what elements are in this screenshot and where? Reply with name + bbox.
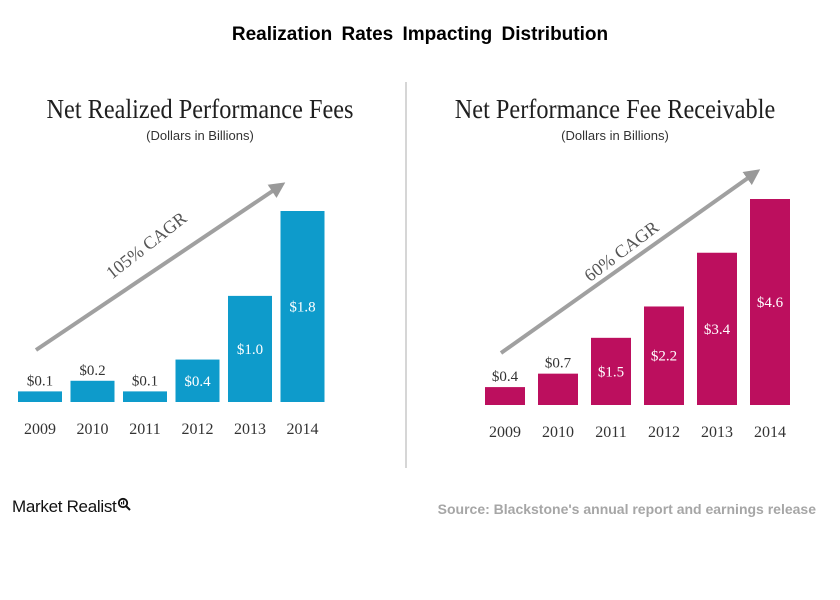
- data-label: $0.1: [27, 373, 53, 389]
- data-label: $4.6: [757, 295, 784, 311]
- panel-divider: [405, 82, 407, 468]
- chart-title: Net Performance Fee Receivable: [454, 94, 776, 124]
- x-tick-label: 2009: [489, 424, 521, 441]
- chart-panel-realized-fees: Net Realized Performance Fees (Dollars i…: [0, 88, 400, 448]
- bar-2014: [750, 199, 790, 405]
- data-label: $1.0: [237, 342, 263, 358]
- cagr-arrow: [34, 182, 286, 352]
- cagr-annotation: 60% CAGR: [580, 217, 662, 286]
- cagr-arrow: [499, 169, 761, 355]
- bar-2012: [644, 306, 684, 405]
- page-title: Realization Rates Impacting Distribution: [231, 24, 609, 45]
- bar-2013: [228, 295, 272, 402]
- x-tick-label: 2014: [754, 424, 786, 441]
- x-tick-label: 2011: [595, 424, 626, 441]
- data-label: $1.8: [289, 300, 315, 316]
- bar-chart-realized-fees: 105% CAGR $0.1 2009 $0.2 2010 $0.1 2011 $0.4 201…: [18, 182, 325, 438]
- bar-2009: [18, 391, 62, 402]
- magnifier-icon: [118, 497, 132, 511]
- market-realist-logo: Market Realist: [12, 497, 132, 517]
- bar-2011: [123, 391, 167, 402]
- x-tick-label: 2012: [182, 421, 214, 438]
- bar-2010: [70, 380, 115, 402]
- bar-chart-fee-receivable: 60% CAGR $0.4 2009 $0.7 2010 $1.5 2011 $2.2 2012…: [485, 169, 790, 441]
- bar-2014: [280, 211, 325, 402]
- bar-2010: [538, 373, 578, 405]
- x-tick-label: 2009: [24, 421, 56, 438]
- chart-subtitle: (Dollars in Billions): [146, 128, 254, 143]
- x-tick-label: 2010: [77, 421, 109, 438]
- chart-subtitle: (Dollars in Billions): [561, 128, 669, 143]
- logo-text: Market Realist: [12, 497, 117, 516]
- cagr-annotation: 105% CAGR: [102, 208, 190, 283]
- data-label: $1.5: [598, 364, 624, 380]
- data-label: $2.2: [651, 349, 677, 365]
- bar-2012: [175, 359, 220, 402]
- data-label: $0.4: [184, 374, 211, 390]
- data-label: $3.4: [704, 322, 731, 338]
- data-label: $0.2: [79, 363, 105, 379]
- data-label: $0.4: [492, 369, 519, 385]
- data-label: $0.7: [545, 356, 572, 372]
- source-note: Source: Blackstone's annual report and e…: [437, 501, 816, 517]
- bar-2011: [591, 337, 631, 405]
- data-label: $0.1: [132, 373, 158, 389]
- chart-panel-fee-receivable: Net Performance Fee Receivable (Dollars …: [415, 88, 815, 448]
- x-tick-label: 2014: [287, 421, 319, 438]
- x-tick-label: 2012: [648, 424, 680, 441]
- bar-2009: [485, 387, 525, 405]
- x-tick-label: 2013: [701, 424, 733, 441]
- bar-2013: [697, 252, 737, 405]
- x-tick-label: 2010: [542, 424, 574, 441]
- x-tick-label: 2013: [234, 421, 266, 438]
- chart-title: Net Realized Performance Fees: [46, 94, 354, 124]
- x-tick-label: 2011: [129, 421, 160, 438]
